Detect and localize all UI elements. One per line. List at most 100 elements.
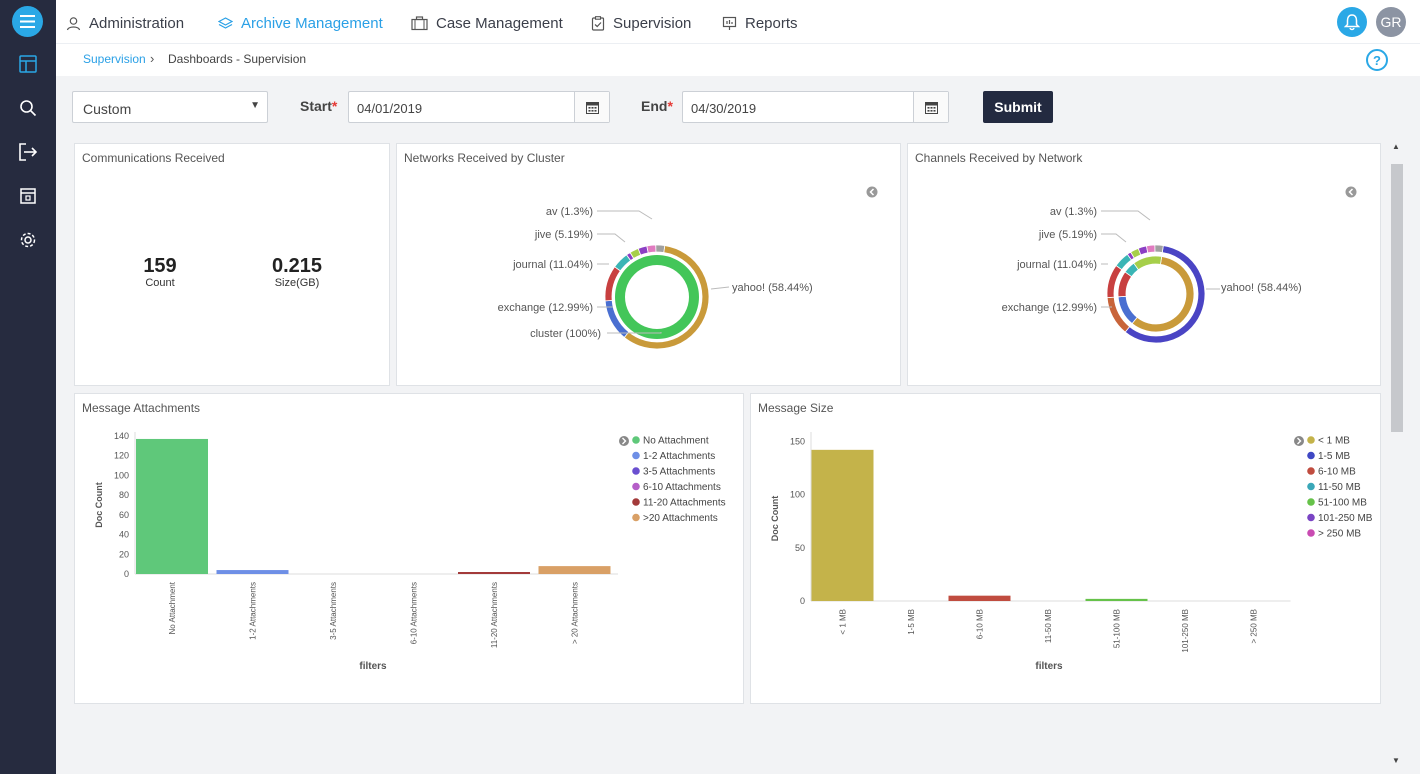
nav-archive-management[interactable]: Archive Management xyxy=(218,12,383,34)
top-navigation: Administration Archive Management Case M… xyxy=(56,0,1420,44)
leader-line xyxy=(710,286,730,290)
panel-title: Message Attachments xyxy=(82,401,201,415)
legend-label: >20 Attachments xyxy=(643,513,718,524)
breadcrumb-separator: › xyxy=(150,51,155,66)
legend-label: 11-20 Attachments xyxy=(643,498,726,509)
legend-swatch xyxy=(632,513,640,522)
y-tick-label: 150 xyxy=(790,436,805,446)
nav-label: Case Management xyxy=(436,14,563,32)
panel-title: Message Size xyxy=(758,401,834,415)
legend-label: 1-2 Attachments xyxy=(643,451,715,462)
calendar-icon[interactable] xyxy=(913,92,948,122)
y-tick-label: 120 xyxy=(114,451,129,461)
x-tick-label: No Attachment xyxy=(168,581,177,634)
slice-label: journal (11.04%) xyxy=(1016,259,1097,271)
bar xyxy=(458,572,530,574)
legend-label: 3-5 Attachments xyxy=(643,467,715,478)
legend-label: 51-100 MB xyxy=(1318,498,1367,509)
leader-line xyxy=(597,233,626,243)
nav-reports[interactable]: Reports xyxy=(722,12,798,34)
scroll-up-arrow[interactable]: ▲ xyxy=(1392,142,1400,151)
size-value: 0.215 xyxy=(271,255,323,277)
count-value: 159 xyxy=(143,255,177,277)
legend-swatch xyxy=(1307,436,1315,444)
menu-icon[interactable] xyxy=(12,6,43,37)
donut-slice xyxy=(1145,244,1156,254)
end-date-field[interactable]: 04/30/2019 xyxy=(682,91,949,123)
scroll-down-arrow[interactable]: ▼ xyxy=(1392,756,1400,765)
x-axis-title: filters xyxy=(1035,661,1063,672)
x-tick-label: 11-20 Attachments xyxy=(490,582,499,648)
breadcrumb-link-supervision[interactable]: Supervision xyxy=(83,52,146,66)
legend-swatch xyxy=(1307,498,1315,506)
start-date-field[interactable]: 04/01/2019 xyxy=(348,91,610,123)
y-tick-label: 80 xyxy=(119,490,129,500)
slice-label: jive (5.19%) xyxy=(1038,229,1097,241)
x-tick-label: 1-5 MB xyxy=(907,609,916,635)
legend-swatch xyxy=(632,498,640,506)
scrollbar-thumb[interactable] xyxy=(1391,164,1403,432)
legend-swatch xyxy=(632,467,640,475)
legend-label: No Attachment xyxy=(643,436,709,447)
briefcase-icon xyxy=(411,15,428,30)
help-icon[interactable]: ? xyxy=(1366,49,1388,71)
legend-swatch xyxy=(1307,482,1315,491)
slice-label: journal (11.04%) xyxy=(512,259,593,271)
notifications-bell-icon[interactable] xyxy=(1337,7,1367,37)
y-tick-label: 40 xyxy=(119,530,129,540)
slice-label: av (1.3%) xyxy=(546,206,593,218)
calendar-icon[interactable] xyxy=(574,92,609,122)
avatar[interactable]: GR xyxy=(1376,7,1406,37)
x-tick-label: > 20 Attachments xyxy=(571,582,580,644)
search-icon[interactable] xyxy=(17,97,39,119)
legend-swatch xyxy=(632,451,640,460)
networks-panel: Networks Received by Cluster av (1.3%) ji… xyxy=(396,143,901,386)
attachments-bar-chart: 0 20 40 60 80 100 120 140 No Attachment 1-2 Attac… xyxy=(94,431,726,672)
x-tick-label: 6-10 Attachments xyxy=(410,582,419,644)
legend-swatch xyxy=(632,482,640,491)
legend-label: 101-250 MB xyxy=(1318,513,1373,524)
legend-toggle-icon xyxy=(1294,436,1304,446)
nav-label: Archive Management xyxy=(241,14,383,32)
x-tick-label: > 250 MB xyxy=(1250,609,1259,643)
donut-slice xyxy=(655,244,666,253)
channels-panel: Channels Received by Network av (1.3%) ji… xyxy=(907,143,1381,386)
breadcrumb-current: Dashboards - Supervision xyxy=(168,52,307,66)
date-range-select[interactable]: Custom ▼ xyxy=(72,91,268,123)
networks-donut-chart: av (1.3%) jive (5.19%) journal (11.04%) exc… xyxy=(498,186,878,350)
nav-administration[interactable]: Administration xyxy=(66,12,184,34)
y-axis-title: Doc Count xyxy=(94,482,104,528)
slice-label: yahoo! (58.44%) xyxy=(732,282,813,294)
slice-label: cluster (100%) xyxy=(530,328,601,340)
donut-inner-slice xyxy=(1117,271,1133,298)
layers-icon xyxy=(218,16,233,29)
leader-line xyxy=(597,210,653,220)
x-tick-label: 1-2 Attachments xyxy=(249,582,258,640)
legend-label: 6-10 Attachments xyxy=(643,482,721,493)
y-tick-label: 50 xyxy=(795,543,805,553)
y-axis-title: Doc Count xyxy=(770,496,780,542)
layout-icon[interactable] xyxy=(17,53,39,75)
x-tick-label: 3-5 Attachments xyxy=(329,582,338,640)
size-label: Size(GB) xyxy=(274,277,320,289)
slice-label: av (1.3%) xyxy=(1050,206,1097,218)
end-date-value: 04/30/2019 xyxy=(691,101,757,116)
archive-icon[interactable] xyxy=(17,185,39,207)
bar xyxy=(811,449,874,601)
bar xyxy=(136,438,208,574)
legend-label: < 1 MB xyxy=(1318,436,1350,447)
y-tick-label: 0 xyxy=(124,569,129,579)
legend-swatch xyxy=(1307,467,1315,475)
start-date-value: 04/01/2019 xyxy=(357,101,423,116)
gear-icon[interactable] xyxy=(17,229,39,251)
x-tick-label: < 1 MB xyxy=(839,609,848,635)
legend-label: 1-5 MB xyxy=(1318,451,1351,462)
communications-panel: Communications Received 159 Count 0.215 … xyxy=(74,143,390,386)
submit-button[interactable]: Submit xyxy=(983,91,1053,123)
legend-label: 11-50 MB xyxy=(1318,482,1361,493)
nav-case-management[interactable]: Case Management xyxy=(411,12,563,34)
donut-inner-slice xyxy=(1133,255,1163,271)
logout-icon[interactable] xyxy=(17,141,39,163)
message-size-panel: Message Size 0 50 100 150 < 1 MB 1-5 MB 6-10 M… xyxy=(750,393,1381,704)
nav-supervision[interactable]: Supervision xyxy=(591,12,691,34)
